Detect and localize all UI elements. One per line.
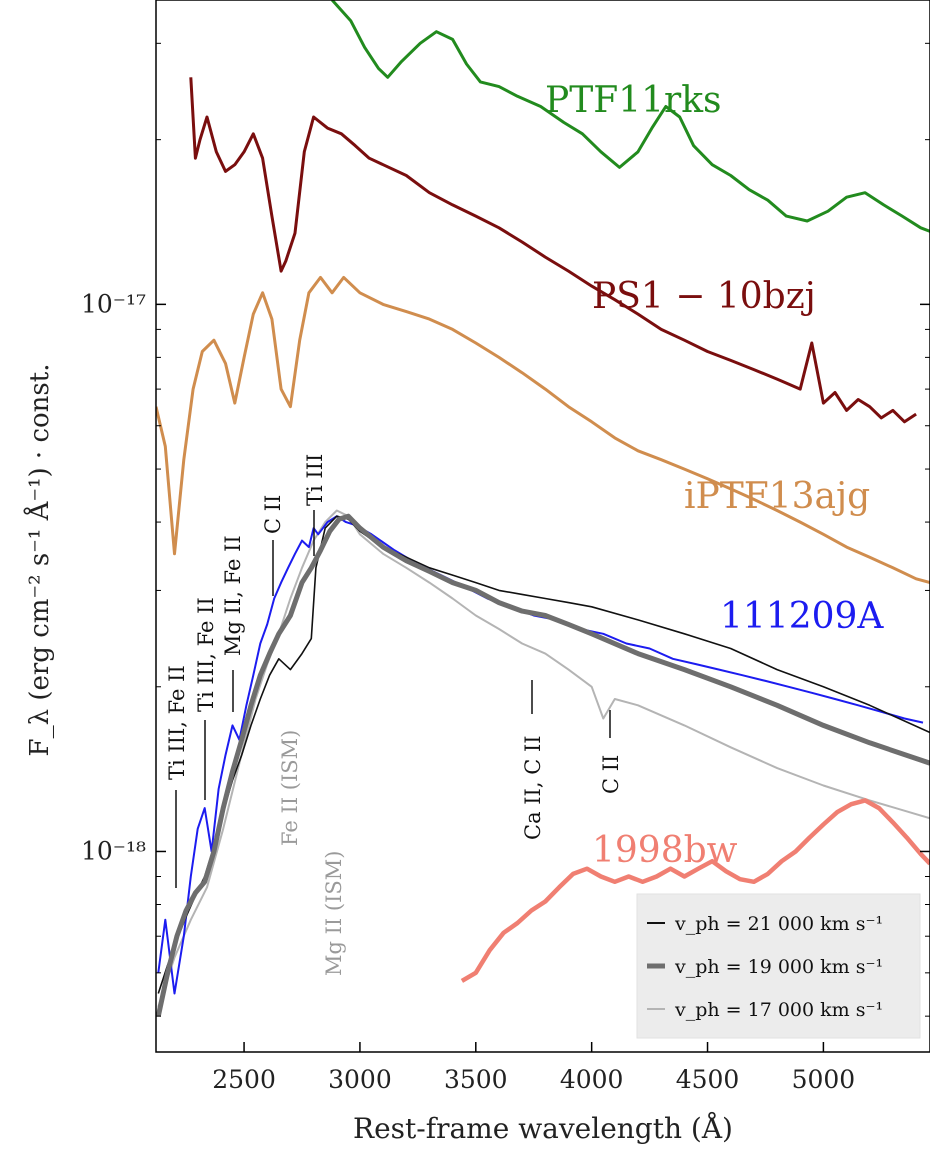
label-cii-2: C II: [599, 755, 623, 794]
x-axis-label: Rest-frame wavelength (Å): [353, 1112, 733, 1145]
annotation-layer: Ti III, Fe II Ti III, Fe II Mg II, Fe II…: [165, 454, 623, 976]
label-cii-1: C II: [261, 495, 285, 534]
label-mgii-ism: Mg II (ISM): [322, 851, 346, 976]
label-feii-ism: Fe II (ISM): [278, 730, 302, 846]
label-tiiii: Ti III: [303, 454, 327, 506]
label-mgii-feii: Mg II, Fe II: [221, 535, 245, 656]
series-label-ps1-10bzj: PS1 − 10bzj: [592, 276, 816, 317]
series-line-7: [157, 509, 930, 1008]
series-line-3: [157, 515, 924, 995]
x-tick-label: 4000: [560, 1065, 624, 1094]
series-layer: [156, 0, 930, 1017]
y-axis-label: F_λ (erg cm⁻² s⁻¹ Å⁻¹) · const.: [23, 364, 55, 757]
legend-label-17000: v_ph = 17 000 km s⁻¹: [674, 999, 883, 1021]
series-label-ptf11rks: PTF11rks: [545, 80, 722, 121]
series-line-0: [330, 0, 930, 233]
x-tick-label: 3000: [328, 1065, 392, 1094]
x-tick-label: 5000: [792, 1065, 856, 1094]
legend-box: [636, 893, 921, 1039]
series-label-iptf13ajg: iPTF13ajg: [684, 476, 870, 517]
label-tiiii-feii-2: Ti III, Fe II: [194, 597, 218, 712]
label-caii-cii: Ca II, C II: [521, 735, 545, 840]
series-label-111209a: 111209A: [720, 596, 884, 637]
legend: v_ph = 21 000 km s⁻¹ v_ph = 19 000 km s⁻…: [636, 893, 921, 1039]
series-line-6: [156, 513, 930, 1017]
x-tick-label: 4500: [676, 1065, 740, 1094]
x-tick-label: 2500: [212, 1065, 276, 1094]
y-tick-label: 10⁻¹⁷: [81, 289, 146, 318]
ticks-layer: 2500 3000 3500 4000 4500 5000 10⁻¹⁸ 10⁻¹⁷: [81, 42, 930, 1094]
x-tick-label: 3500: [444, 1065, 508, 1094]
series-line-4: [460, 798, 930, 983]
legend-label-21000: v_ph = 21 000 km s⁻¹: [674, 913, 883, 935]
series-line-1: [189, 77, 917, 424]
label-tiiii-feii-1: Ti III, Fe II: [165, 665, 189, 780]
legend-label-19000: v_ph = 19 000 km s⁻¹: [674, 956, 883, 978]
series-line-2: [156, 275, 930, 585]
plot-frame: [155, 0, 930, 1053]
y-tick-label: 10⁻¹⁸: [81, 836, 146, 865]
series-label-1998bw: 1998bw: [592, 830, 738, 871]
